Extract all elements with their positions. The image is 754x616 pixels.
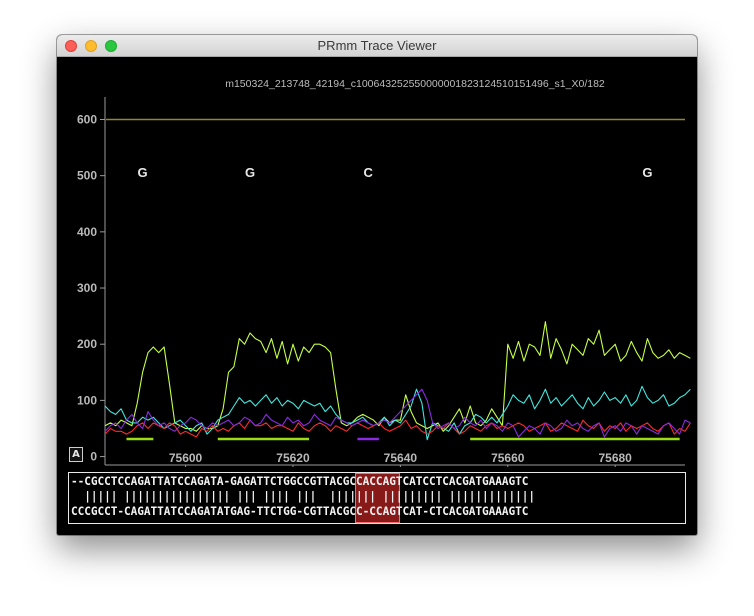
window-title: PRmm Trace Viewer [317,38,437,53]
alignment-highlight [355,473,400,523]
title-bar[interactable]: PRmm Trace Viewer [57,35,697,57]
x-tick-label: 75660 [491,451,525,465]
close-window-button[interactable] [65,40,77,52]
x-tick-label: 75680 [598,451,632,465]
minimize-window-button[interactable] [85,40,97,52]
trace-plot[interactable]: m150324_213748_42194_c100643252550000001… [57,57,697,467]
base-call-label: C [363,165,373,180]
x-tick-label: 75620 [276,451,310,465]
alignment-row-reference: CCCGCCT-CAGATTATCCAGATATGAG-TTCTGG-CGTTA… [71,505,529,518]
trace-viewer-window: PRmm Trace Viewer m150324_213748_42194_c… [57,35,697,535]
x-tick-label: 75600 [169,451,203,465]
y-tick-label: 100 [77,393,97,407]
chart-title: m150324_213748_42194_c100643252550000001… [225,78,605,90]
base-call-label: G [245,165,255,180]
plot-series [104,118,691,441]
y-tick-label: 600 [77,112,97,126]
plot-axes: m150324_213748_42194_c100643252550000001… [77,78,685,467]
x-tick-label: 75640 [384,451,418,465]
trace-series-2 [104,419,691,438]
base-call-label: G [642,165,652,180]
base-call-label: G [138,165,148,180]
zoom-window-button[interactable] [105,40,117,52]
alignment-row-match: ||||| |||||||||||||||| ||| |||| ||| ||||… [71,490,536,503]
y-tick-label: 400 [77,225,97,239]
y-tick-label: 300 [77,281,97,295]
y-tick-label: 0 [90,450,97,464]
trace-series-3 [104,388,691,438]
annotate-button[interactable]: A [69,447,83,462]
alignment-row-read: --CGCCTCCAGATTATCCAGATA-GAGATTCTGGCCGTTA… [71,475,529,488]
alignment-panel[interactable]: --CGCCTCCAGATTATCCAGATA-GAGATTCTGGCCGTTA… [68,472,686,524]
y-tick-label: 200 [77,337,97,351]
trace-series-1 [104,385,691,441]
y-tick-label: 500 [77,169,97,183]
